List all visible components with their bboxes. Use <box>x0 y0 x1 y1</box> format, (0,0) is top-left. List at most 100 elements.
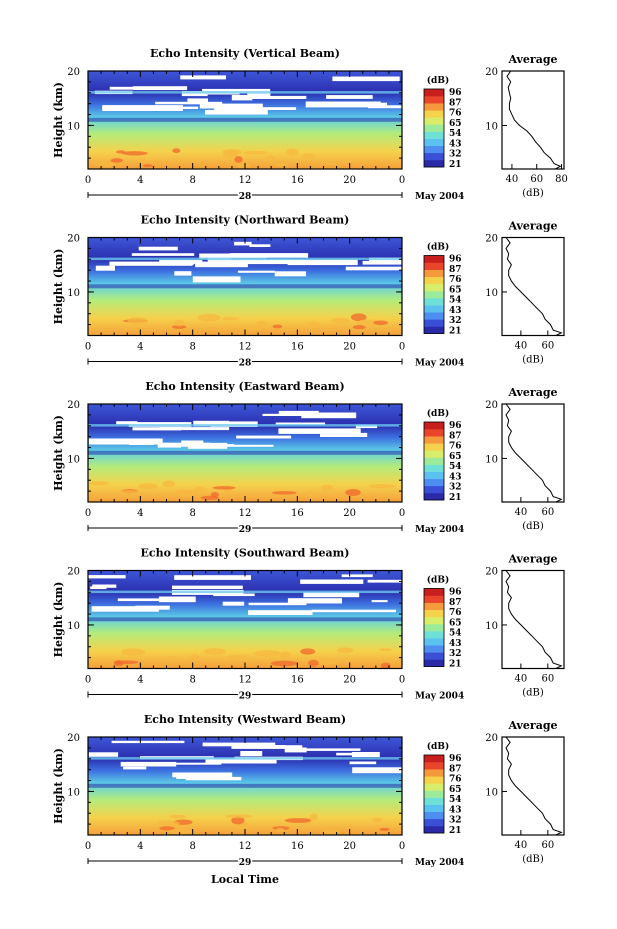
colorbar-tick-label: 76 <box>449 109 462 119</box>
colorbar-frame <box>423 588 445 667</box>
echo-cell <box>248 326 264 331</box>
x-tick-label: 4 <box>137 342 143 353</box>
echo-cell <box>307 321 320 328</box>
echo-cell <box>115 150 126 154</box>
x-tick-label: 8 <box>189 675 195 686</box>
x-tick-label: 12 <box>239 508 252 519</box>
profile-x-axis-label: (dB) <box>522 355 544 366</box>
data-gap <box>326 95 373 99</box>
x-tick-label: 0 <box>85 508 91 519</box>
colorbar-tick-label: 96 <box>449 421 462 431</box>
y-tick-label: 10 <box>67 621 80 632</box>
x-tick-label: 16 <box>291 508 304 519</box>
echo-cell <box>168 828 192 835</box>
echo-cell <box>121 151 148 156</box>
data-gap <box>311 609 396 613</box>
colorbar-tick-label: 65 <box>449 618 462 628</box>
tropopause-layer <box>88 424 402 427</box>
echo-cell <box>270 660 298 667</box>
colorbar-tick-label: 32 <box>449 483 462 493</box>
colorbar-swatch <box>424 283 444 292</box>
colorbar-swatch <box>424 305 444 313</box>
data-gap <box>300 579 364 584</box>
echo-cell <box>265 155 276 164</box>
colorbar-tick-label: 76 <box>449 442 462 452</box>
data-gap <box>199 103 263 109</box>
data-gap <box>214 107 297 110</box>
echo-cell <box>225 814 252 819</box>
echo-cell <box>302 153 316 159</box>
data-gap <box>132 86 188 91</box>
echo-cell <box>271 491 297 495</box>
data-gap <box>349 761 377 765</box>
colorbar-tick-label: 32 <box>449 150 462 160</box>
colorbar-tick-label: 54 <box>449 462 462 472</box>
colorbar-unit: (dB) <box>427 75 449 86</box>
echo-cell <box>356 319 381 327</box>
colorbar-swatch <box>424 255 444 263</box>
x-tick-label: 0 <box>85 175 91 186</box>
profile-y-tick-label: 10 <box>485 621 498 632</box>
data-gap <box>297 748 361 751</box>
colorbar-swatch <box>424 652 444 660</box>
echo-cell <box>110 158 124 163</box>
data-gap <box>185 776 242 781</box>
colorbar-swatch <box>424 89 444 97</box>
data-gap <box>371 600 388 603</box>
profile-x-tick-label: 60 <box>541 674 554 685</box>
profile-y-tick-label: 10 <box>485 288 498 299</box>
profile-title: Average <box>507 53 557 66</box>
x-tick-label: 4 <box>137 175 143 186</box>
profile-x-axis-label: (dB) <box>522 854 544 865</box>
date-month-year: May 2004 <box>415 692 464 702</box>
echo-cell <box>272 324 283 329</box>
echo-cell <box>203 648 226 655</box>
colorbar-swatch <box>424 450 444 458</box>
colorbar-tick-label: 21 <box>449 826 462 836</box>
dark-layer <box>88 117 402 122</box>
echo-cell <box>309 813 319 821</box>
colorbar-swatch <box>424 818 444 827</box>
colorbar-swatch <box>424 145 444 154</box>
colorbar-frame <box>423 88 445 168</box>
colorbar-tick-label: 32 <box>449 649 462 659</box>
colorbar-tick-label: 76 <box>449 608 462 618</box>
tropopause-layer <box>88 257 402 261</box>
colorbar-tick-label: 65 <box>449 785 462 795</box>
colorbar-swatch <box>424 595 444 603</box>
colorbar-tick-label: 65 <box>449 119 462 129</box>
colorbar-swatch <box>424 616 444 625</box>
x-tick-label: 8 <box>189 342 195 353</box>
date-day: 29 <box>239 525 252 535</box>
colorbar-tick-label: 32 <box>449 316 462 326</box>
data-gap <box>341 574 373 578</box>
data-gap <box>91 606 159 612</box>
data-gap <box>301 412 357 419</box>
data-gap <box>174 575 251 580</box>
echo-cell <box>275 827 285 832</box>
data-gap <box>332 76 400 82</box>
colorbar-swatch <box>424 159 444 168</box>
y-axis-label: Height (km) <box>52 415 65 491</box>
echo-cell <box>321 484 334 492</box>
data-gap <box>88 575 126 579</box>
colorbar-tick-label: 43 <box>449 306 462 316</box>
echo-cell <box>127 317 148 325</box>
profile-title: Average <box>507 719 557 732</box>
echo-cell <box>116 490 140 494</box>
echo-cell <box>273 163 290 167</box>
echo-cell <box>379 827 390 831</box>
data-gap <box>305 101 381 108</box>
y-axis-label: Height (km) <box>52 748 65 824</box>
x-tick-label: 4 <box>137 841 143 852</box>
echo-cell <box>158 820 180 827</box>
data-gap <box>92 584 117 588</box>
echo-cell <box>329 324 339 328</box>
data-gap <box>231 94 253 101</box>
data-gap <box>180 75 226 80</box>
data-gap <box>202 742 276 747</box>
profile-y-tick-label: 20 <box>485 234 498 245</box>
echo-cell <box>284 818 312 823</box>
echo-cell <box>231 816 245 825</box>
y-axis-label: Height (km) <box>52 249 65 325</box>
